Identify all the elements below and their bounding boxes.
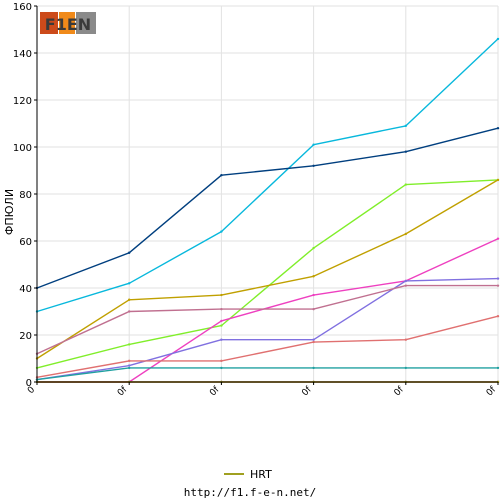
logo-block-en [76,12,96,34]
logo-text: F1EN [45,15,91,34]
logo-block-f [40,12,58,34]
logo-block-1 [59,12,75,34]
y-tick-label-3: 60 [19,237,32,248]
series-3-point-5 [496,178,500,182]
x-tick-label-2: 0f [208,384,222,398]
x-tick-label-1: 0f [116,384,130,398]
y-tick-label-5: 100 [13,143,32,154]
series-2-point-2 [220,324,223,327]
series-line-7 [36,315,499,378]
series-2-point-4 [404,183,407,186]
series-4-point-2 [220,319,223,323]
series-8-point-5 [496,366,500,370]
series-1-point-2 [220,174,223,177]
y-tick-labels: 0 20 40 60 80 100 120 140 160 [13,2,32,389]
series-6-point-1 [128,310,131,313]
y-tick-label-7: 140 [13,49,32,60]
series-7-point-4 [404,338,407,341]
series-6-point-4 [404,284,407,287]
series-7-point-3 [312,340,315,344]
series-8-point-3 [312,366,315,370]
series-4-point-5 [496,237,500,240]
series-0-point-5 [496,37,500,41]
series-line-3 [36,179,499,360]
series-3-point-4 [404,232,407,236]
y-tick-label-1: 20 [19,331,32,342]
series-5-point-3 [312,338,315,341]
legend: HRT [224,468,272,481]
y-tick-label-2: 40 [19,284,32,295]
series-5-point-4 [404,279,407,283]
y-tick-label-4: 80 [19,190,32,201]
series-line-1 [36,127,499,289]
footer-url[interactable]: http://f1.f-e-n.net/ [184,486,316,499]
series-3-point-3 [312,275,315,278]
series-3-point-2 [220,293,223,297]
series-line-8 [36,367,498,381]
series-8-point-4 [404,366,407,370]
series-6-point-3 [312,307,315,311]
series-1-point-5 [496,127,500,130]
series-1-point-4 [404,150,407,153]
series-7-point-5 [496,315,500,318]
series-0-point-3 [312,143,315,146]
legend-label-0: HRT [250,468,272,481]
x-tick-label-5: 0f [485,384,499,398]
axes [34,5,499,385]
x-tick-label-0: 0 [26,385,37,396]
x-tick-label-3: 0f [300,384,314,398]
series-0-point-4 [404,124,407,128]
x-tick-label-4: 0f [393,384,407,398]
series-8-point-2 [220,366,223,370]
series-2-point-3 [312,246,315,250]
series-1-point-3 [312,164,315,167]
series-0-point-1 [128,282,131,285]
series-4-point-3 [312,293,315,297]
series-7-point-1 [128,359,131,363]
series-line-0 [36,38,499,313]
y-tick-label-8: 160 [13,2,32,13]
series-6-point-2 [220,307,223,311]
y-tick-label-6: 120 [13,96,32,107]
series-8-point-1 [128,366,131,370]
series-0-point-2 [220,230,223,233]
series-line-4 [37,238,499,383]
series-7-point-2 [220,359,223,363]
series-2-point-1 [128,343,131,346]
series-line-2 [36,179,499,369]
series-line-5 [36,277,499,381]
y-axis-label: ФПЮЛИ [3,189,16,235]
grid [36,5,499,383]
series-5-point-5 [496,277,500,280]
series-layer [35,37,500,384]
y-tick-label-0: 0 [26,378,32,389]
logo: F1EN [40,12,96,34]
series-6-point-5 [496,284,500,287]
series-3-point-1 [128,298,131,301]
series-5-point-1 [128,364,131,367]
x-tick-labels: 0 0f 0f 0f 0f 0f [26,384,499,398]
series-5-point-2 [220,338,223,341]
series-line-6 [36,284,498,355]
series-1-point-1 [128,251,131,254]
